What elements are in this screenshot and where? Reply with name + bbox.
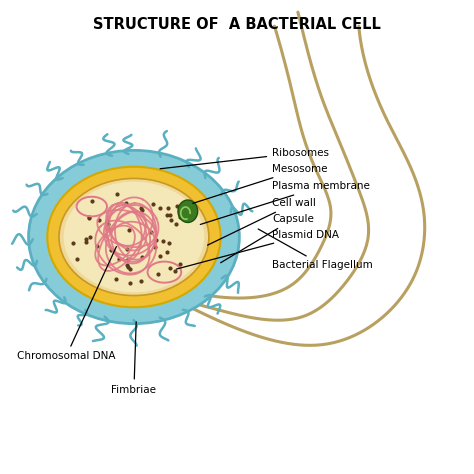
Text: Bacterial Flagellum: Bacterial Flagellum [258, 229, 373, 270]
Ellipse shape [178, 200, 198, 222]
Text: Plasma membrane: Plasma membrane [201, 182, 370, 225]
Text: Mesosome: Mesosome [193, 164, 328, 203]
Ellipse shape [59, 178, 209, 296]
Text: Fimbriae: Fimbriae [111, 322, 156, 394]
Text: Chromosomal DNA: Chromosomal DNA [17, 246, 117, 362]
Ellipse shape [28, 150, 239, 324]
Text: Capsule: Capsule [220, 214, 314, 263]
Text: Ribosomes: Ribosomes [160, 148, 329, 169]
Text: STRUCTURE OF  A BACTERIAL CELL: STRUCTURE OF A BACTERIAL CELL [93, 17, 381, 32]
Text: Cell wall: Cell wall [208, 198, 316, 245]
Ellipse shape [47, 167, 220, 307]
Text: Plasmid DNA: Plasmid DNA [176, 230, 339, 269]
Ellipse shape [64, 182, 204, 292]
